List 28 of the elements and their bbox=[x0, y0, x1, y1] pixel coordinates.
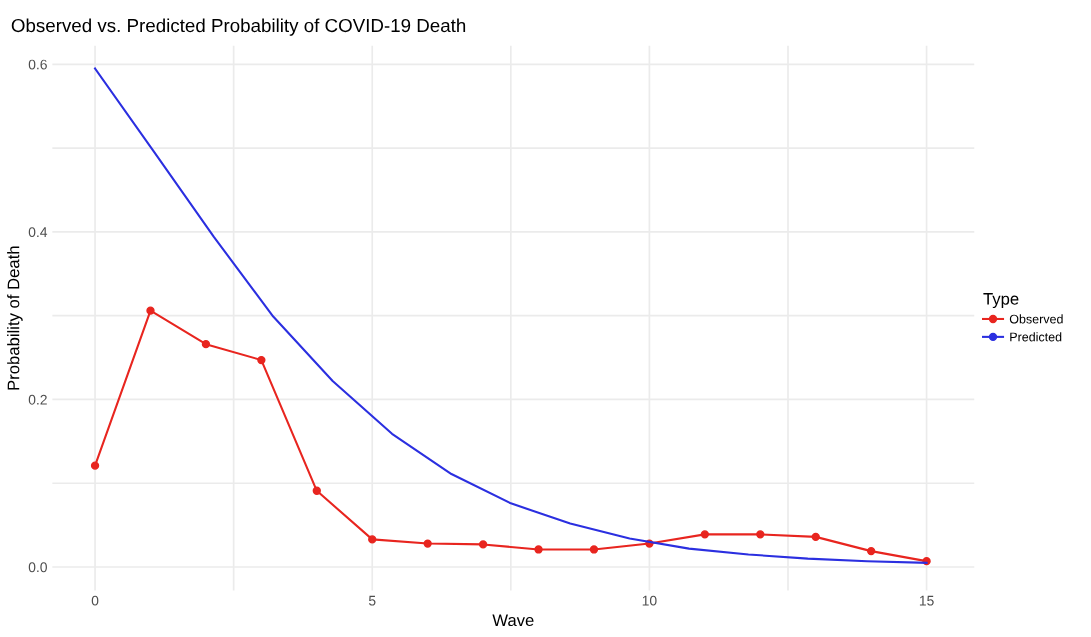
point bbox=[368, 535, 377, 544]
point bbox=[756, 530, 765, 539]
point bbox=[90, 461, 100, 470]
point bbox=[589, 545, 599, 554]
point bbox=[312, 486, 321, 495]
point bbox=[423, 539, 432, 548]
x-tick-label: 0 bbox=[91, 595, 99, 606]
x-tick-label: 15 bbox=[919, 595, 934, 606]
point bbox=[478, 540, 488, 549]
y-tick-label: 0.6 bbox=[28, 59, 47, 70]
x-tick-label: 5 bbox=[368, 595, 376, 606]
point bbox=[257, 355, 266, 365]
x-tick-label: 10 bbox=[642, 595, 657, 606]
point bbox=[700, 530, 710, 539]
legend-label: Predicted bbox=[1010, 332, 1062, 342]
legend-title: Type bbox=[983, 293, 1019, 309]
legend-label: Observed bbox=[1009, 314, 1063, 324]
point bbox=[811, 532, 820, 542]
y-axis-title: Probability of Death bbox=[7, 246, 23, 390]
y-tick-label: 0.4 bbox=[28, 227, 48, 238]
point bbox=[866, 546, 876, 556]
x-axis-title: Wave bbox=[492, 614, 534, 627]
y-tick-label: 0.2 bbox=[28, 394, 47, 405]
chart-title: Observed vs. Predicted Probability of COVID-19 Death bbox=[11, 18, 466, 36]
point bbox=[201, 339, 211, 349]
point bbox=[534, 545, 543, 554]
point bbox=[146, 306, 155, 315]
y-tick-label: 0.0 bbox=[28, 562, 47, 573]
